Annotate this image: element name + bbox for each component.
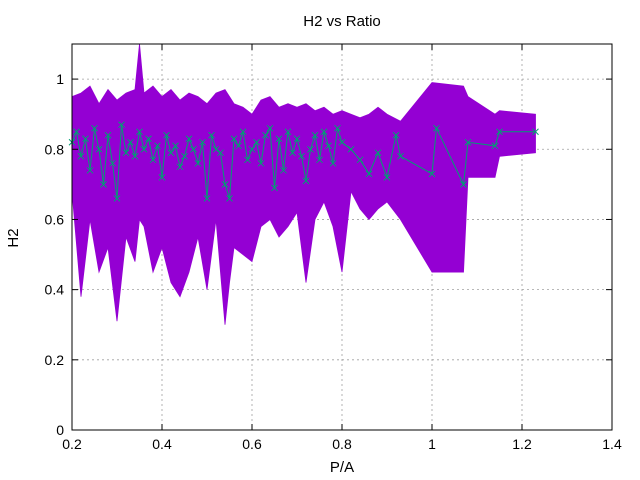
data-point-marker — [127, 138, 134, 146]
data-point-marker — [374, 149, 382, 157]
y-tick-label: 0 — [56, 422, 64, 438]
data-point-marker — [95, 145, 103, 153]
y-tick-label: 0.2 — [45, 352, 65, 368]
chart-title: H2 vs Ratio — [303, 13, 381, 30]
data-point-marker — [293, 135, 301, 143]
data-point-marker — [460, 181, 467, 188]
data-point-marker — [302, 177, 310, 185]
data-point-marker — [464, 138, 472, 146]
data-point-marker — [329, 159, 337, 167]
data-point-marker — [257, 159, 265, 167]
data-point-marker — [239, 128, 247, 136]
data-point-marker — [199, 138, 206, 146]
plot-frame — [71, 43, 613, 431]
data-point-marker — [100, 181, 107, 188]
data-point-marker — [383, 173, 391, 181]
data-point-marker — [433, 124, 440, 132]
data-point-marker — [307, 145, 314, 153]
data-point-marker — [212, 145, 220, 153]
data-point-marker — [496, 128, 503, 136]
data-point-marker — [284, 128, 292, 136]
data-point-marker — [131, 152, 139, 160]
data-point-marker — [181, 152, 188, 160]
y-tick-label: 0.6 — [45, 211, 65, 227]
data-point-marker — [334, 124, 341, 132]
data-point-marker — [397, 152, 404, 160]
ticks: 0.2 0.4 0.6 0.8 1 1.2 1.400.20.40.60.81 — [45, 44, 622, 452]
data-point-marker — [275, 135, 283, 143]
x-tick-label: 0.8 — [332, 436, 352, 452]
data-point-marker — [190, 145, 197, 153]
data-point-marker — [428, 170, 436, 178]
data-point-marker — [532, 128, 539, 136]
data-point-marker — [104, 131, 112, 139]
data-point-marker — [122, 149, 130, 157]
data-point-marker — [311, 131, 319, 139]
data-point-marker — [136, 128, 143, 136]
data-point-marker — [140, 145, 148, 153]
x-tick-label: 0.2 — [62, 436, 82, 452]
x-tick-label: 0.6 — [242, 436, 262, 452]
data-point-marker — [154, 142, 161, 150]
y-tick-label: 1 — [56, 71, 64, 87]
data-point-marker — [176, 163, 184, 171]
x-tick-label: 0.4 — [152, 436, 172, 452]
data-point-marker — [73, 128, 80, 136]
data-point-marker — [194, 159, 202, 167]
data-point-marker — [365, 170, 373, 178]
data-point-marker — [77, 152, 85, 160]
data-point-marker — [163, 131, 170, 139]
data-point-marker — [158, 173, 166, 181]
data-point-marker — [316, 156, 323, 164]
band-layer — [71, 43, 536, 325]
data-point-marker — [230, 135, 238, 143]
data-point-marker — [167, 149, 175, 157]
data-point-marker — [320, 128, 328, 136]
data-point-marker — [235, 142, 242, 150]
y-tick-label: 0.8 — [45, 141, 65, 157]
data-point-marker — [491, 142, 499, 150]
y-tick-label: 0.4 — [45, 282, 65, 298]
data-point-marker — [253, 138, 260, 146]
data-point-marker — [118, 121, 125, 129]
data-point-marker — [338, 138, 346, 146]
y-axis-label: H2 — [5, 228, 22, 247]
x-tick-label: 1.4 — [602, 436, 622, 452]
x-axis-label: P/A — [330, 459, 354, 476]
data-point-marker — [289, 149, 296, 157]
data-point-marker — [113, 195, 121, 202]
data-point-marker — [325, 142, 332, 150]
x-tick-label: 1 — [428, 436, 436, 452]
data-point-marker — [266, 124, 274, 132]
data-point-marker — [185, 135, 193, 143]
data-point-marker — [208, 131, 215, 139]
data-point-marker — [356, 156, 364, 164]
data-point-marker — [248, 145, 256, 153]
data-point-marker — [280, 166, 287, 174]
data-point-marker — [262, 131, 269, 139]
data-point-marker — [392, 131, 400, 139]
data-point-marker — [82, 135, 89, 143]
data-point-marker — [91, 124, 98, 132]
band-area — [71, 43, 536, 325]
data-point-marker — [271, 184, 278, 192]
line-layer — [68, 121, 539, 202]
data-point-marker — [221, 181, 229, 188]
data-point-marker — [109, 159, 116, 167]
data-point-marker — [86, 166, 94, 174]
data-point-marker — [203, 195, 211, 202]
data-point-marker — [347, 145, 355, 153]
data-point-marker — [149, 156, 157, 164]
data-point-marker — [145, 135, 152, 143]
data-point-marker — [244, 156, 251, 164]
data-point-marker — [172, 142, 179, 150]
data-point-marker — [226, 195, 233, 202]
data-point-marker — [217, 149, 224, 157]
data-point-marker — [298, 152, 305, 160]
x-tick-label: 1.2 — [512, 436, 532, 452]
